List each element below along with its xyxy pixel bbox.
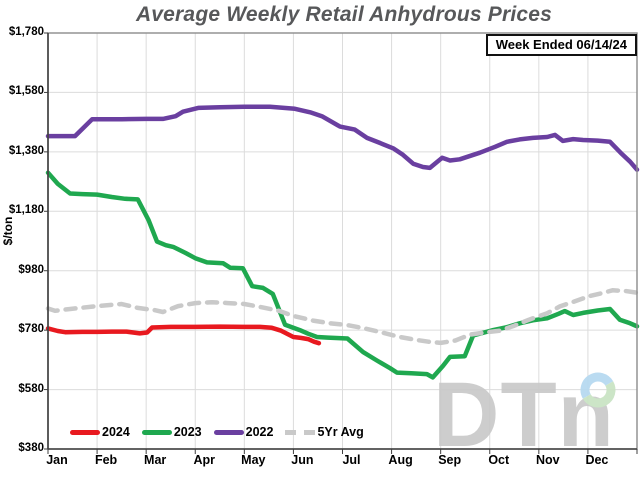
- legend-swatch-icon: [285, 429, 316, 435]
- x-tick-label: Jul: [342, 453, 361, 467]
- dtn-ring-blue-arc: [580, 372, 614, 399]
- x-tick-label: Aug: [388, 453, 413, 467]
- x-tick-label: Nov: [536, 453, 560, 467]
- legend-label: 2024: [102, 425, 130, 439]
- week-ended-badge: Week Ended 06/14/24: [485, 34, 637, 56]
- legend-item-2022: 2022: [213, 425, 274, 439]
- y-tick-label: $780: [18, 323, 44, 336]
- x-tick-label: Mar: [144, 453, 167, 467]
- x-tick-label: May: [241, 453, 266, 467]
- axes-frame: [44, 32, 638, 454]
- y-tick-label: $1,780: [8, 26, 44, 38]
- x-tick-label: Jun: [291, 453, 314, 467]
- series-line-2022: [45, 104, 640, 172]
- y-tick-label: $980: [18, 263, 44, 276]
- legend-swatch-icon: [70, 429, 100, 435]
- legend-swatch-icon: [213, 429, 244, 435]
- y-tick-label: $1,180: [8, 204, 44, 217]
- legend-item-2023: 2023: [141, 425, 202, 439]
- y-tick-label: $580: [18, 382, 44, 395]
- y-tick-label: $1,380: [8, 144, 44, 157]
- x-tick-label: Feb: [94, 453, 118, 467]
- y-axis-title: $/ton: [1, 216, 15, 246]
- series-line-2024: [45, 324, 322, 346]
- data-series: [45, 104, 640, 380]
- x-tick-label: Jan: [46, 453, 68, 467]
- x-tick-label: Sep: [438, 453, 462, 467]
- series-line-2023: [45, 170, 640, 380]
- legend-item-5yr-avg: 5Yr Avg: [285, 425, 364, 439]
- legend-swatch-icon: [141, 429, 172, 435]
- legend-label: 5Yr Avg: [317, 425, 364, 439]
- gridlines: [48, 32, 637, 450]
- y-tick-label: $380: [18, 442, 44, 454]
- legend: 2024 2023 2022 5Yr Avg: [70, 425, 364, 439]
- x-tick-label: Apr: [193, 453, 216, 467]
- x-tick-label: Dec: [585, 453, 609, 467]
- legend-item-2024: 2024: [70, 425, 130, 439]
- x-tick-label: Oct: [488, 453, 510, 467]
- dtn-ring-green-arc: [582, 381, 616, 408]
- chart-title: Average Weekly Retail Anhydrous Prices: [135, 3, 553, 26]
- legend-label: 2022: [245, 425, 274, 439]
- dtn-logo-ring-icon: [580, 372, 616, 408]
- legend-label: 2023: [173, 425, 202, 439]
- y-tick-label: $1,580: [8, 85, 44, 98]
- series-line-5yr-avg: [45, 288, 640, 346]
